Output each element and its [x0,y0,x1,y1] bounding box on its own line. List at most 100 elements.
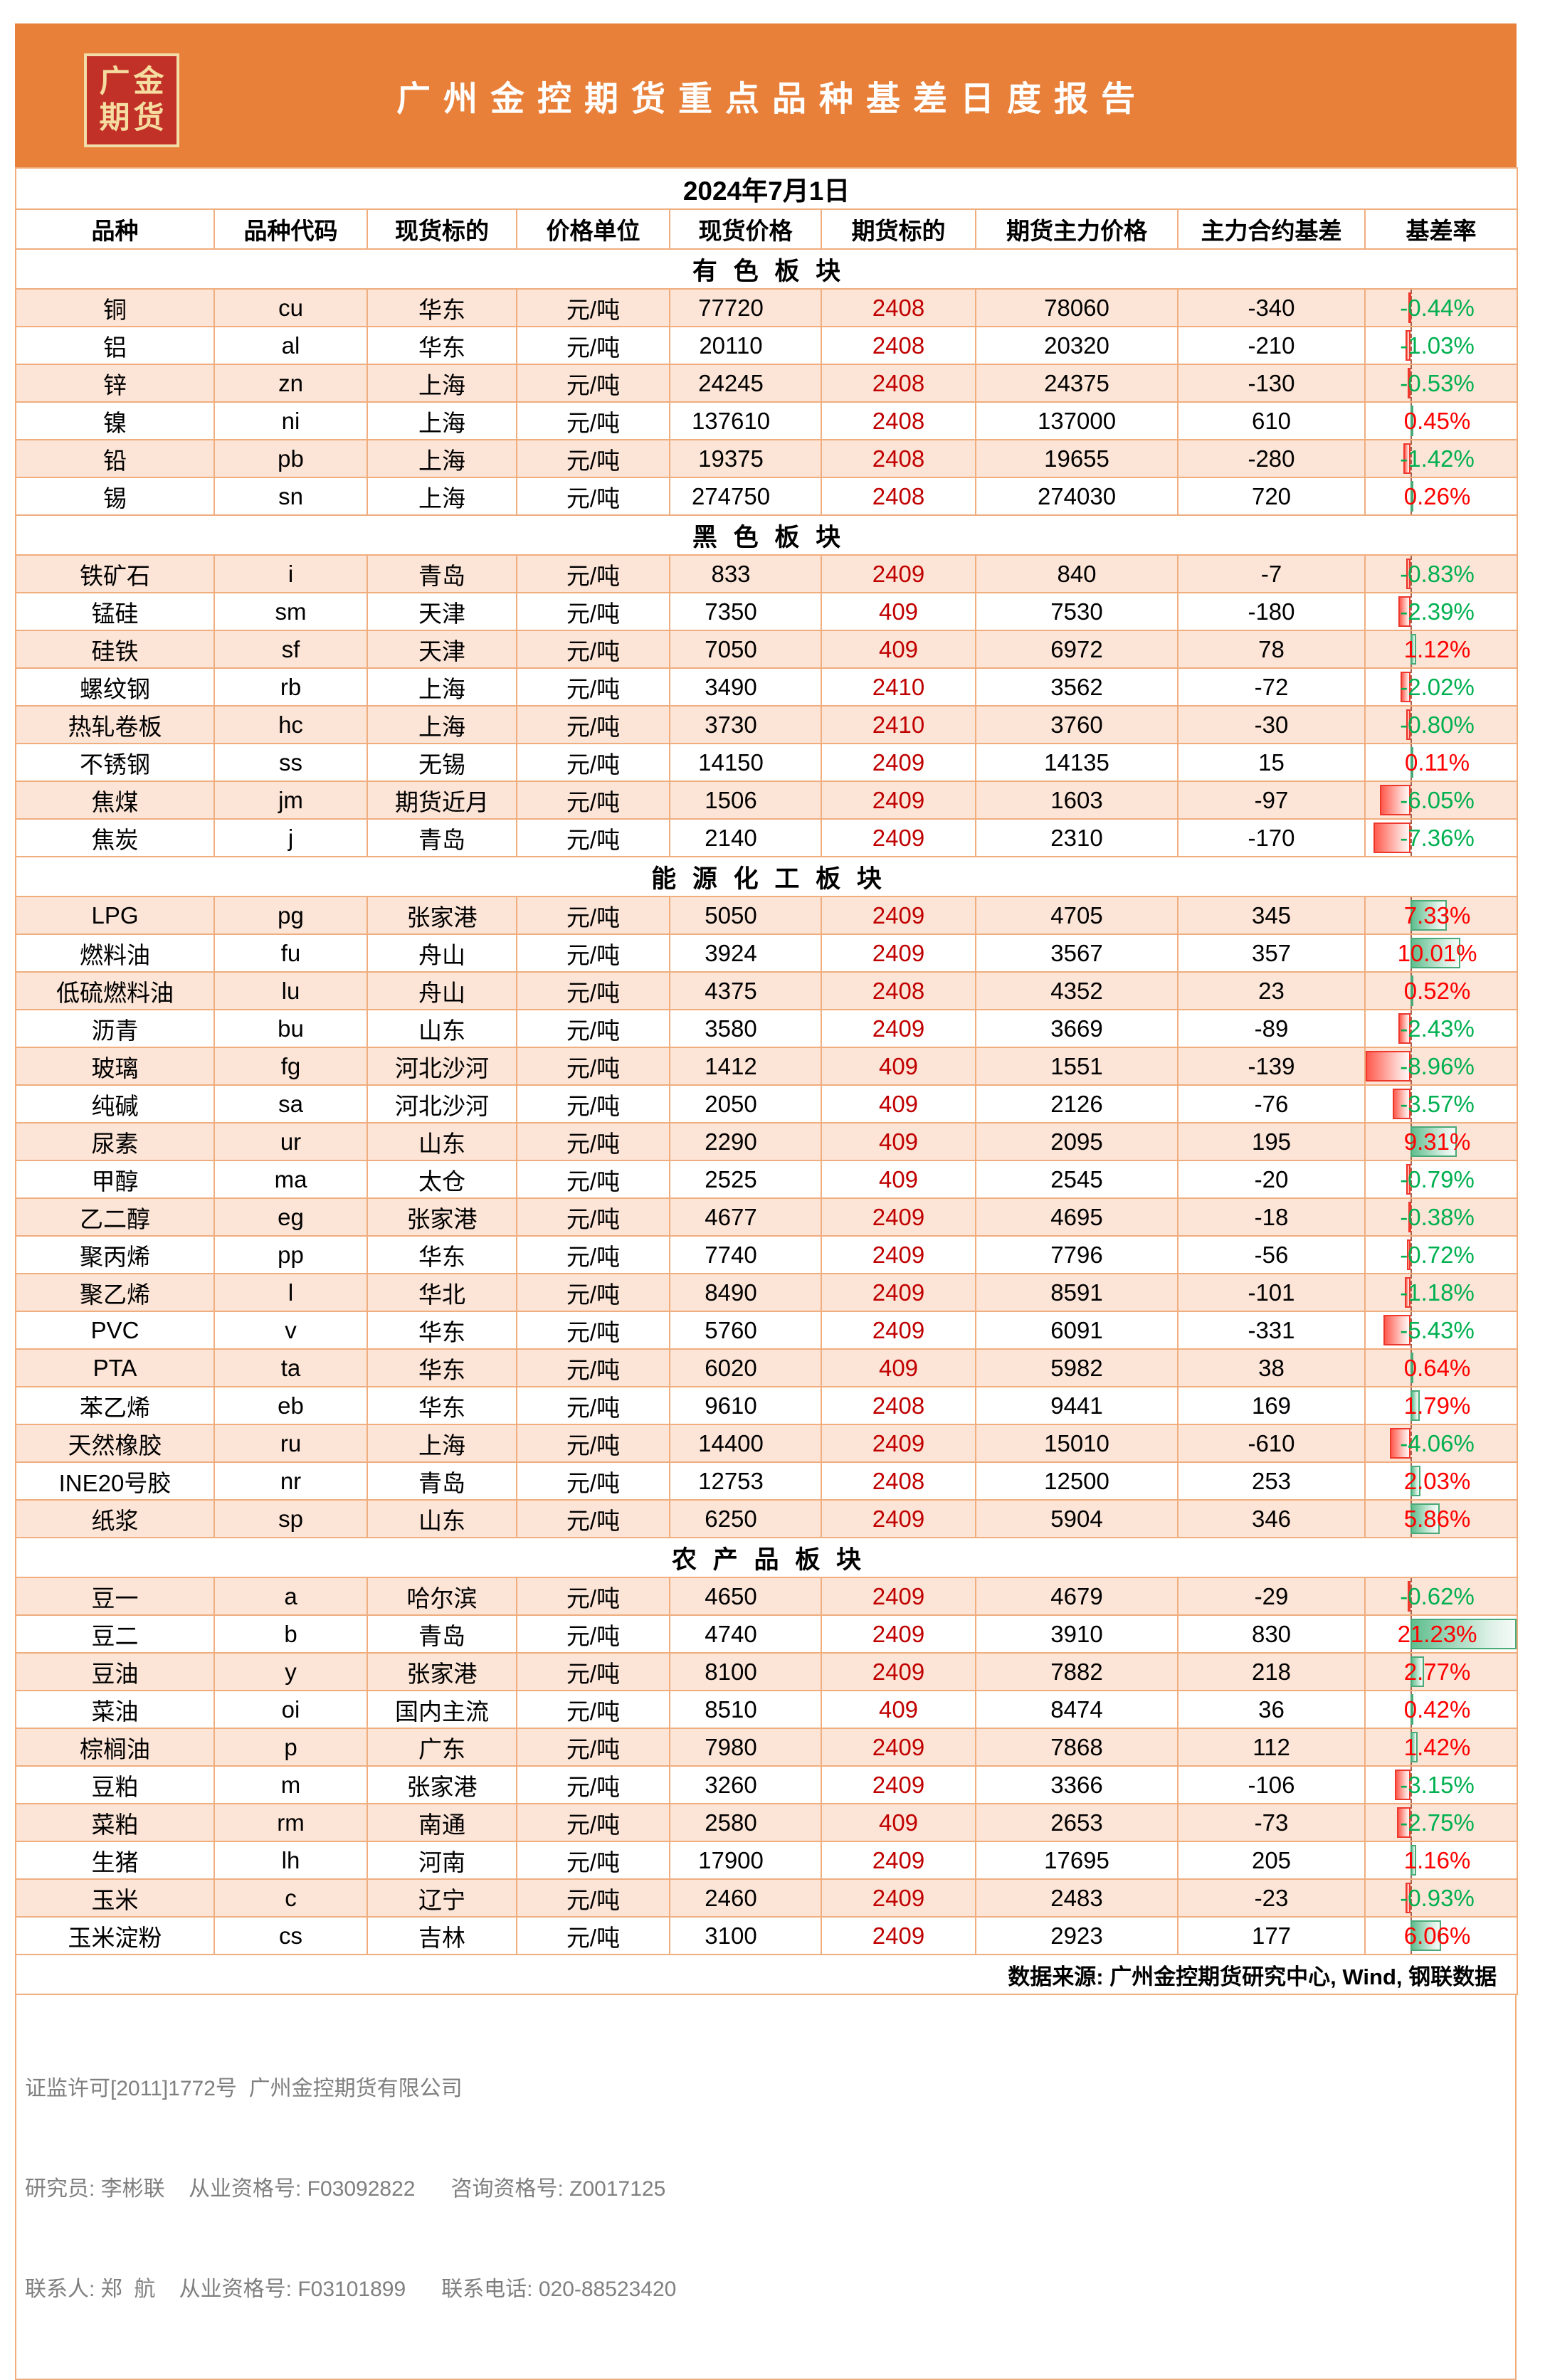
cell-futures-price: 8591 [975,1273,1178,1312]
negative-databar [1373,823,1410,853]
table-row: 苯乙烯 eb 华东 元/吨 9610 2408 9441 169 1.79% [15,1386,1519,1425]
cell-basis-rate: 7.33% [1364,896,1519,935]
cell-unit: 元/吨 [516,781,670,820]
cell-unit: 元/吨 [516,1614,670,1654]
cell-code: hc [213,705,368,744]
negative-databar [1406,1239,1410,1270]
cell-basis-rate: -0.93% [1364,1878,1519,1918]
cell-variety: 菜油 [15,1690,215,1729]
cell-spot-price: 2290 [669,1122,822,1161]
table-row: 锰硅 sm 天津 元/吨 7350 409 7530 -180 -2.39% [15,592,1519,631]
cell-basis-rate: 0.45% [1364,401,1519,440]
license-line: 证监许可[2011]1772号 广州金控期货有限公司 [25,2077,463,2100]
cell-variety: 尿素 [15,1122,215,1161]
cell-unit: 元/吨 [516,1273,670,1312]
cell-basis-rate: -2.75% [1364,1803,1519,1842]
cell-unit: 元/吨 [516,1878,670,1918]
databar-axis-line [1410,328,1412,363]
cell-basis: -56 [1177,1235,1366,1274]
negative-databar [1398,596,1410,627]
negative-databar [1390,1428,1410,1459]
basis-rate-value: 1.79% [1403,1392,1471,1419]
cell-basis-rate: -0.72% [1364,1235,1519,1274]
cell-spot-target: 辽宁 [367,1878,517,1918]
table-row: 玉米淀粉 cs 吉林 元/吨 3100 2409 2923 177 6.06% [15,1916,1519,1955]
cell-basis-rate: -8.96% [1364,1047,1519,1086]
cell-unit: 元/吨 [516,630,670,669]
cell-spot-price: 7740 [669,1235,822,1274]
basis-rate-value: -5.43% [1400,1316,1475,1343]
cell-futures-code: 2410 [821,705,976,744]
cell-futures-code: 2409 [821,1009,976,1048]
table-row: 燃料油 fu 舟山 元/吨 3924 2409 3567 357 10.01% [15,934,1519,973]
cell-futures-price: 15010 [975,1424,1178,1463]
cell-futures-price: 2923 [975,1916,1178,1955]
positive-databar [1410,406,1413,436]
cell-basis-rate: -3.15% [1364,1765,1519,1804]
cell-variety: 铁矿石 [15,554,215,593]
cell-basis: 15 [1177,743,1366,782]
section-row: 农产品板块 [14,1537,1519,1578]
cell-basis: -280 [1177,439,1366,478]
cell-code: jm [213,781,368,820]
cell-variety: 焦炭 [15,818,215,857]
cell-futures-code: 2410 [821,667,976,707]
cell-basis: 36 [1177,1690,1366,1729]
cell-basis-rate: 21.23% [1364,1614,1519,1654]
cell-unit: 元/吨 [516,1197,670,1237]
cell-basis-rate: -0.83% [1364,554,1519,593]
cell-basis: 205 [1177,1841,1366,1880]
basis-rate-value: 0.26% [1403,482,1471,509]
cell-variety: INE20号胶 [15,1461,215,1501]
disclaimer-block: 公司简介: 广州金控期货有限公司成立于2003年，是广州金控集团控股企业，注册资… [16,2379,1515,2380]
cell-code: nr [213,1461,368,1501]
positive-databar [1410,900,1448,931]
databar-axis-line [1410,1805,1412,1840]
cell-variety: 豆油 [15,1652,215,1691]
cell-unit: 元/吨 [516,1235,670,1274]
cell-futures-price: 20320 [975,326,1178,365]
cell-spot-target: 张家港 [367,1652,517,1691]
cell-unit: 元/吨 [516,934,670,973]
cell-variety: 甲醇 [15,1160,215,1199]
cell-code: sp [213,1499,368,1538]
cell-basis-rate: 1.16% [1364,1841,1519,1880]
cell-spot-target: 张家港 [367,896,517,935]
cell-basis: -20 [1177,1160,1366,1199]
cell-unit: 元/吨 [516,439,670,478]
cell-unit: 元/吨 [516,1009,670,1048]
cell-spot-target: 华东 [367,288,517,327]
databar-axis-line [1410,1881,1412,1915]
cell-spot-price: 8100 [669,1652,822,1691]
cell-basis-rate: -0.38% [1364,1197,1519,1237]
cell-spot-price: 5050 [669,896,822,935]
cell-spot-target: 山东 [367,1499,517,1538]
basis-rate-value: 0.45% [1403,407,1471,434]
databar-axis-line [1410,1426,1412,1461]
cell-spot-price: 3490 [669,667,822,707]
cell-spot-target: 南通 [367,1803,517,1842]
cell-basis-rate: 2.77% [1364,1652,1519,1691]
cell-unit: 元/吨 [516,705,670,744]
databar-axis-line [1410,366,1412,401]
cell-futures-price: 2545 [975,1160,1178,1199]
table-row: INE20号胶 nr 青岛 元/吨 12753 2408 12500 253 2.03% [15,1461,1519,1501]
cell-spot-target: 山东 [367,1009,517,1048]
cell-code: zn [213,364,368,403]
cell-basis-rate: -2.39% [1364,592,1519,631]
cell-basis: 720 [1177,477,1366,516]
col-header-spot-price: 现货价格 [669,208,822,250]
basis-rate-value: -0.38% [1400,1203,1475,1230]
cell-unit: 元/吨 [516,401,670,440]
positive-databar [1410,1656,1425,1687]
databar-axis-line [1410,1237,1412,1272]
table-row: 热轧卷板 hc 上海 元/吨 3730 2410 3760 -30 -0.80% [15,705,1519,744]
cell-basis-rate: -5.43% [1364,1311,1519,1350]
cell-spot-target: 天津 [367,592,517,631]
positive-databar [1410,1845,1417,1876]
cell-basis-rate: -0.53% [1364,364,1519,403]
cell-spot-target: 华东 [367,1235,517,1274]
cell-futures-code: 409 [821,1348,976,1387]
positive-databar [1410,1466,1421,1496]
cell-futures-code: 2408 [821,401,976,440]
